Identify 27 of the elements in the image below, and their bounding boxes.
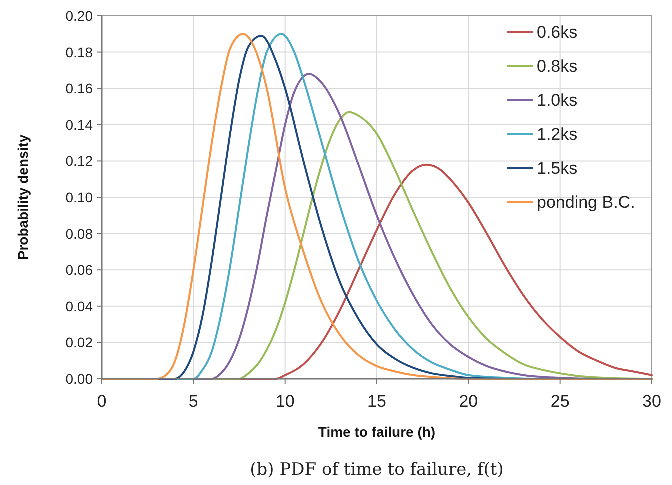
x-tick-label: 15	[368, 392, 386, 411]
x-tick-label: 0	[97, 392, 107, 411]
y-tick-label: 0.04	[66, 298, 94, 314]
y-tick-label: 0.14	[66, 116, 94, 133]
y-tick-label: 0.00	[66, 371, 94, 387]
legend-label: 1.0ks	[537, 91, 578, 110]
legend-label: 0.8ks	[537, 57, 578, 76]
y-tick-label: 0.08	[66, 226, 94, 242]
y-axis-title: Probability density	[15, 134, 31, 260]
legend-label: 1.2ks	[537, 125, 578, 144]
x-tick-label: 10	[276, 392, 295, 411]
y-tick-label: 0.12	[66, 153, 94, 170]
y-tick-label: 0.16	[66, 80, 94, 97]
text: (b) PDF of time to failure, f(t)	[250, 460, 504, 480]
x-tick-label: 30	[642, 392, 662, 411]
y-tick-label: 0.20	[66, 8, 94, 24]
legend-label: 1.5ks	[537, 159, 578, 178]
x-axis-title: Time to failure (h)	[318, 424, 436, 440]
legend-label: ponding B.C.	[537, 193, 636, 212]
x-tick-label: 5	[188, 392, 198, 411]
y-tick-label: 0.06	[66, 262, 94, 278]
x-tick-label: 20	[459, 392, 478, 411]
x-tick-label: 25	[550, 392, 570, 411]
legend-label: 0.6ks	[537, 23, 578, 42]
y-tick-label: 0.18	[66, 44, 94, 60]
y-tick-label: 0.02	[66, 334, 94, 351]
y-tick-label: 0.10	[66, 190, 94, 206]
